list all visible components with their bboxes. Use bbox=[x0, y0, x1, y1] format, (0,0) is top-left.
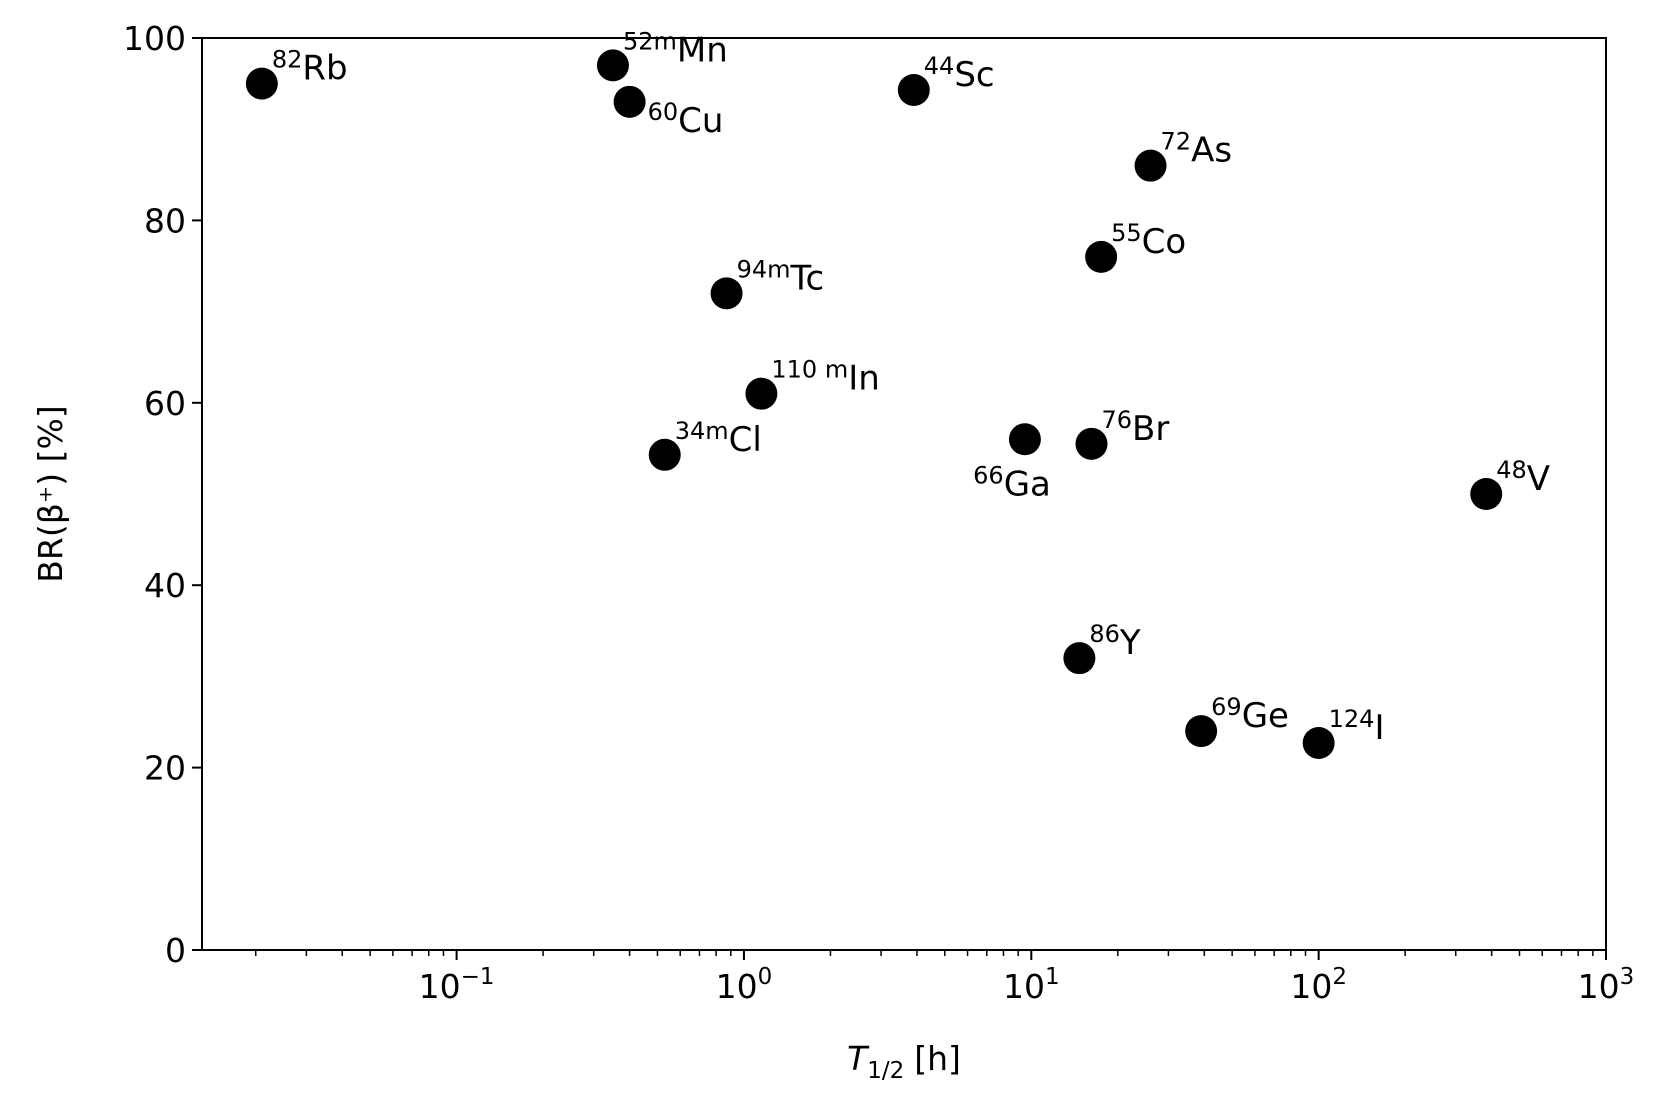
x-tick-label: 10−1 bbox=[419, 964, 495, 1006]
y-axis-label: BR(β⁺) [%] bbox=[31, 405, 70, 582]
data-point bbox=[1185, 715, 1218, 748]
point-label: 60Cu bbox=[648, 98, 724, 141]
point-label: 124I bbox=[1329, 705, 1385, 748]
y-tick-label: 20 bbox=[144, 749, 186, 788]
point-label: 69Ge bbox=[1211, 693, 1289, 736]
point-label: 86Y bbox=[1089, 620, 1141, 663]
y-tick-label: 60 bbox=[144, 384, 186, 423]
y-tick-label: 80 bbox=[144, 201, 186, 240]
data-point bbox=[1063, 642, 1096, 675]
data-point bbox=[897, 73, 930, 106]
y-axis-ticks: 0 20 40 60 80 100 bbox=[123, 19, 202, 970]
y-tick-label: 0 bbox=[165, 931, 186, 970]
x-axis-ticks: 10−1 100 101 102 103 bbox=[255, 950, 1635, 1006]
data-point bbox=[1302, 726, 1335, 759]
y-tick-label: 40 bbox=[144, 566, 186, 605]
point-label: 55Co bbox=[1111, 219, 1186, 262]
data-point bbox=[613, 85, 646, 118]
point-label: 34mCl bbox=[675, 417, 762, 460]
data-point bbox=[710, 277, 743, 310]
point-label: 44Sc bbox=[924, 52, 995, 95]
data-point bbox=[596, 49, 629, 82]
point-label: 110 mIn bbox=[771, 356, 879, 399]
point-label: 66Ga bbox=[973, 461, 1051, 504]
data-point bbox=[1134, 149, 1167, 182]
x-tick-label: 102 bbox=[1290, 964, 1347, 1006]
data-points: 82Rb 52mMn 60Cu 44Sc 72As 55Co 94mTc 110 mIn34m… bbox=[245, 27, 1550, 759]
data-point bbox=[648, 438, 681, 471]
x-tick-label: 100 bbox=[716, 964, 773, 1006]
point-label: 94mTc bbox=[737, 255, 825, 298]
data-point bbox=[745, 377, 778, 410]
x-tick-label: 103 bbox=[1578, 964, 1635, 1006]
y-tick-label: 100 bbox=[123, 19, 186, 58]
data-point bbox=[1075, 427, 1108, 460]
data-point bbox=[1470, 478, 1503, 510]
data-point bbox=[1008, 423, 1041, 456]
plot-frame bbox=[201, 37, 1607, 951]
point-label: 48V bbox=[1496, 456, 1550, 499]
point-label: 82Rb bbox=[272, 46, 348, 89]
data-point bbox=[1085, 240, 1118, 273]
data-point bbox=[245, 67, 278, 100]
point-label: 52mMn bbox=[623, 27, 728, 70]
point-label: 76Br bbox=[1102, 406, 1170, 449]
point-label: 72As bbox=[1161, 128, 1233, 171]
x-axis-label: T1/2 [h] bbox=[847, 1039, 961, 1084]
x-tick-label: 101 bbox=[1003, 964, 1060, 1006]
